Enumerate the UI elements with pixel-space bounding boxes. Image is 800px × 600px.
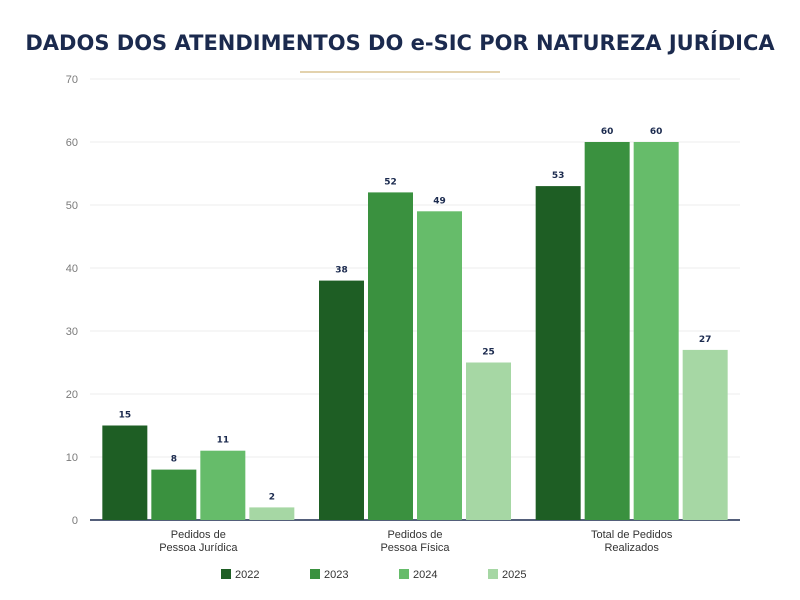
- legend-swatch: [221, 569, 231, 579]
- bar: [682, 349, 728, 520]
- legend-swatch: [310, 569, 320, 579]
- legend-label: 2024: [413, 569, 437, 581]
- data-label: 2: [269, 492, 275, 502]
- data-label: 49: [433, 196, 446, 206]
- y-tick-label: 60: [66, 137, 78, 149]
- x-tick-label: Total de Pedidos: [591, 529, 673, 541]
- data-label: 8: [171, 455, 177, 465]
- bar: [319, 280, 364, 520]
- bar: [466, 362, 511, 520]
- x-tick-label: Pessoa Física: [380, 542, 450, 554]
- legend-swatch: [488, 569, 498, 579]
- x-tick-label: Pedidos de: [171, 529, 226, 541]
- y-tick-label: 30: [66, 326, 78, 338]
- bar: [200, 450, 246, 520]
- y-tick-label: 50: [66, 200, 78, 212]
- bar: [102, 425, 148, 520]
- y-tick-label: 10: [66, 452, 78, 464]
- data-label: 38: [335, 266, 348, 276]
- chart-title: DADOS DOS ATENDIMENTOS DO e-SIC POR NATU…: [25, 31, 775, 55]
- legend-label: 2023: [324, 569, 348, 581]
- bar: [417, 211, 462, 521]
- title-underline: [300, 71, 500, 73]
- bar: [633, 142, 679, 520]
- x-tick-label: Pedidos de: [387, 529, 442, 541]
- legend-swatch: [399, 569, 409, 579]
- x-tick-label: Realizados: [604, 542, 659, 554]
- data-label: 11: [217, 436, 230, 446]
- data-label: 25: [482, 348, 495, 358]
- data-label: 27: [699, 335, 712, 345]
- bar: [368, 192, 413, 520]
- legend-label: 2025: [502, 569, 526, 581]
- y-tick-label: 40: [66, 263, 78, 275]
- bar: [584, 142, 630, 520]
- y-tick-label: 20: [66, 389, 78, 401]
- data-label: 53: [552, 171, 565, 181]
- legend-label: 2022: [235, 569, 259, 581]
- data-label: 52: [384, 177, 397, 187]
- data-label: 60: [601, 127, 614, 137]
- bar: [151, 469, 197, 520]
- bar: [249, 507, 295, 520]
- data-label: 15: [119, 411, 132, 421]
- data-label: 60: [650, 127, 663, 137]
- bar: [535, 186, 581, 520]
- y-tick-label: 70: [66, 74, 78, 86]
- y-tick-label: 0: [72, 515, 78, 527]
- x-tick-label: Pessoa Jurídica: [159, 542, 238, 554]
